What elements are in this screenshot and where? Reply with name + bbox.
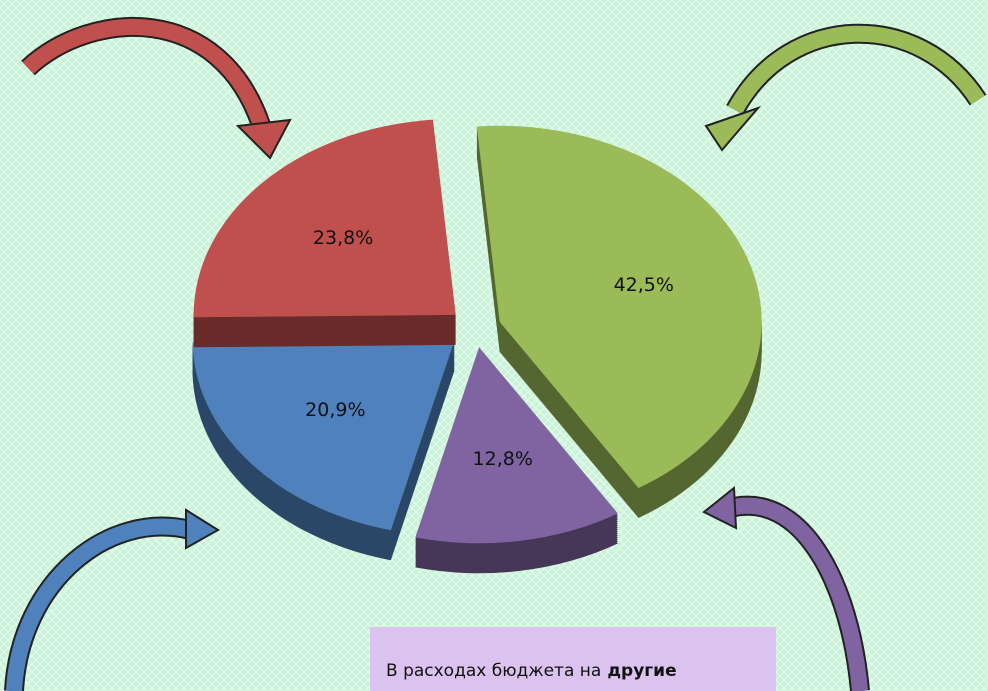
arrow-purple bbox=[702, 485, 870, 691]
value-label: 42,5% bbox=[614, 274, 674, 296]
note: В расходах бюджета на другие bbox=[386, 661, 677, 681]
arrows bbox=[4, 16, 987, 691]
note-box bbox=[370, 627, 776, 691]
value-label: 20,9% bbox=[305, 399, 365, 421]
value-label: 12,8% bbox=[473, 448, 533, 470]
slice bbox=[415, 347, 618, 544]
arrow-red bbox=[21, 16, 292, 160]
arrow-blue bbox=[4, 508, 220, 691]
slice bbox=[192, 340, 455, 531]
value-label: 23,8% bbox=[313, 227, 373, 249]
arrow-green bbox=[704, 23, 987, 152]
note-bold: другие bbox=[607, 661, 676, 681]
pie: 42,5% 12,8% 20,9% 23,8% bbox=[192, 119, 762, 574]
note-text: В расходах бюджета на bbox=[386, 661, 601, 681]
slice bbox=[193, 119, 456, 318]
slice bbox=[476, 125, 762, 489]
